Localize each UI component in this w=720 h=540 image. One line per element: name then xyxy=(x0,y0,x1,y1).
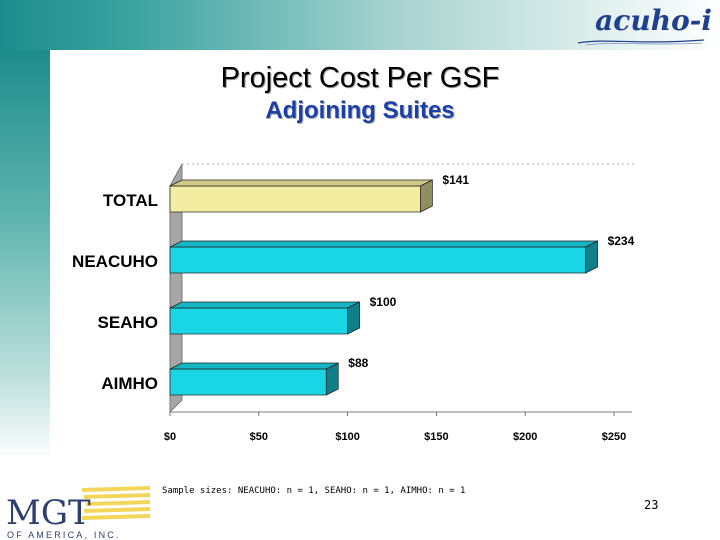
sample-sizes-note: Sample sizes: NEACUHO: n = 1, SEAHO: n =… xyxy=(162,486,466,496)
category-label: AIMHO xyxy=(101,374,158,393)
data-label: $100 xyxy=(370,295,397,309)
x-tick-label: $250 xyxy=(602,431,626,443)
bar-side-neacuho xyxy=(585,240,598,274)
bar-top-neacuho xyxy=(169,240,598,248)
x-tick-label: $100 xyxy=(335,431,359,443)
bar-side-aimho xyxy=(325,362,339,396)
bar-top-seaho xyxy=(169,301,360,309)
data-label: $88 xyxy=(348,356,368,370)
category-label: NEACUHO xyxy=(72,252,158,271)
mgt-stripes-icon xyxy=(82,486,150,520)
page-number: 23 xyxy=(644,498,659,512)
mgt-wordmark: MGT xyxy=(6,493,91,533)
x-tick-label: $50 xyxy=(250,431,268,443)
x-tick-label: $150 xyxy=(424,431,448,443)
bar-top-aimho xyxy=(169,362,339,370)
bar-top-total xyxy=(169,179,433,187)
data-label: $141 xyxy=(442,173,469,187)
logo-swoosh-icon xyxy=(577,39,705,46)
mgt-subtitle: OF AMERICA, INC. xyxy=(7,530,121,540)
bar-neacuho xyxy=(169,246,586,274)
bar-aimho xyxy=(169,368,327,396)
side-band xyxy=(0,50,50,460)
bar-side-total xyxy=(420,179,433,213)
category-label: TOTAL xyxy=(103,191,158,210)
chart-subtitle: Adjoining Suites xyxy=(265,97,455,124)
bar-side-seaho xyxy=(347,301,360,335)
category-label: SEAHO xyxy=(98,313,158,332)
x-tick-label: $0 xyxy=(164,431,176,443)
bar-total xyxy=(169,185,421,213)
data-label: $234 xyxy=(608,234,635,248)
bar-seaho xyxy=(169,307,348,335)
chart-title: Project Cost Per GSF xyxy=(220,62,500,94)
x-tick-label: $200 xyxy=(513,431,537,443)
mgt-logo: MGT OF AMERICA, INC. xyxy=(6,486,150,540)
acuho-logo: acuho-i xyxy=(595,4,712,37)
